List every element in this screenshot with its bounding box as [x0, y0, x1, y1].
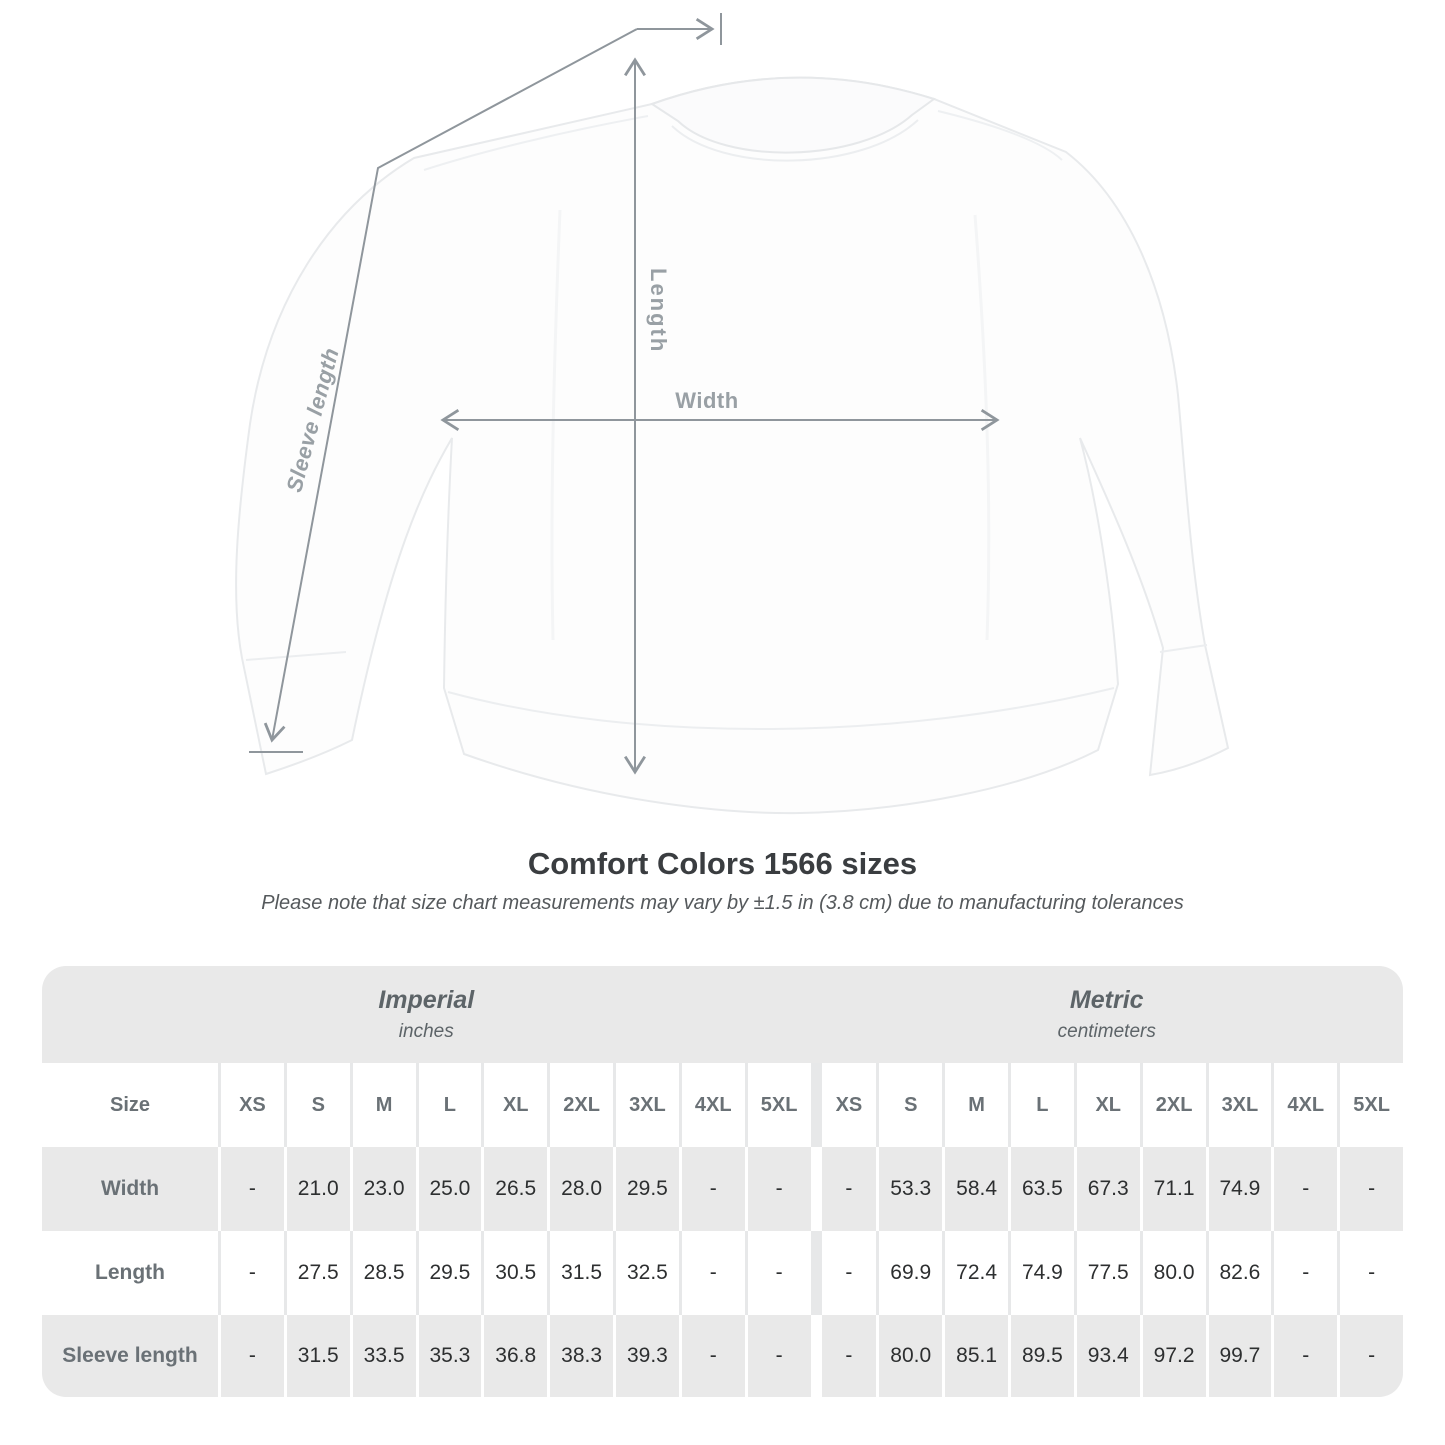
row-label: Width	[42, 1147, 218, 1231]
sleeve-imperial-value: 33.5	[349, 1315, 416, 1397]
length-metric-value: 82.6	[1205, 1231, 1272, 1315]
row-label: Sleeve length	[42, 1315, 218, 1397]
metric-title: Metric	[1069, 985, 1144, 1014]
width-metric-value: 71.1	[1139, 1147, 1206, 1231]
imperial-size-header: 4XL	[678, 1063, 745, 1147]
sweatshirt-body	[235, 76, 1230, 815]
length-metric-value: -	[1271, 1231, 1338, 1315]
sweatshirt-illustration	[235, 13, 1230, 815]
width-metric-value: -	[810, 1147, 877, 1231]
sleeve-imperial-value: 39.3	[613, 1315, 679, 1397]
metric-size-header: 2XL	[1139, 1063, 1206, 1147]
sleeve-imperial-value: 38.3	[547, 1315, 613, 1397]
sleeve-imperial-value: 31.5	[283, 1315, 350, 1397]
sleeve-metric-value: 97.2	[1139, 1315, 1206, 1397]
page-title: Comfort Colors 1566 sizes	[527, 846, 918, 881]
length-metric-value: 77.5	[1073, 1231, 1140, 1315]
width-imperial-value: -	[744, 1147, 811, 1231]
length-metric-value: 69.9	[876, 1231, 943, 1315]
sleeve-imperial-value: -	[744, 1315, 811, 1397]
row-label: Length	[42, 1231, 218, 1315]
imperial-unit: inches	[398, 1021, 454, 1043]
imperial-title: Imperial	[378, 985, 475, 1014]
sleeve-metric-value: 99.7	[1205, 1315, 1272, 1397]
width-metric-value: 67.3	[1073, 1147, 1140, 1231]
length-imperial-value: 29.5	[415, 1231, 482, 1315]
width-label: Width	[675, 388, 739, 413]
sleeve-imperial-value: 35.3	[415, 1315, 482, 1397]
metric-band: Metric centimeters	[810, 966, 1403, 1063]
metric-size-header: M	[942, 1063, 1008, 1147]
sleeve-imperial-value: -	[678, 1315, 745, 1397]
imperial-size-header: 2XL	[547, 1063, 613, 1147]
sleeve-metric-value: 89.5	[1008, 1315, 1074, 1397]
width-imperial-value: 23.0	[349, 1147, 416, 1231]
width-metric-value: 63.5	[1008, 1147, 1074, 1231]
width-imperial-value: -	[678, 1147, 745, 1231]
length-metric-value: 72.4	[942, 1231, 1008, 1315]
width-imperial-value: 28.0	[547, 1147, 613, 1231]
width-imperial-value: 26.5	[481, 1147, 548, 1231]
imperial-size-header: 3XL	[613, 1063, 679, 1147]
imperial-size-header: XS	[218, 1063, 284, 1147]
width-imperial-value: 29.5	[613, 1147, 679, 1231]
imperial-band: Imperial inches	[42, 966, 811, 1063]
tolerance-note: Please note that size chart measurements…	[261, 892, 1184, 914]
sleeve-metric-value: -	[810, 1315, 877, 1397]
width-metric-value: 74.9	[1205, 1147, 1272, 1231]
metric-size-header: L	[1008, 1063, 1074, 1147]
length-imperial-value: 31.5	[547, 1231, 613, 1315]
length-imperial-value: 27.5	[283, 1231, 350, 1315]
length-label: Length	[646, 268, 671, 354]
size-table: Imperial inches Metric centimeters Size …	[42, 966, 1403, 1397]
metric-size-header: XS	[810, 1063, 877, 1147]
metric-unit: centimeters	[1057, 1021, 1156, 1043]
length-imperial-value: -	[678, 1231, 745, 1315]
sleeve-metric-value: 93.4	[1073, 1315, 1140, 1397]
imperial-size-header: L	[415, 1063, 482, 1147]
metric-size-header: 5XL	[1337, 1063, 1403, 1147]
length-metric-value: -	[810, 1231, 877, 1315]
sleeve-metric-value: 85.1	[942, 1315, 1008, 1397]
metric-size-header: 3XL	[1205, 1063, 1272, 1147]
imperial-size-header: 5XL	[744, 1063, 811, 1147]
width-metric-value: -	[1337, 1147, 1403, 1231]
width-metric-value: 58.4	[942, 1147, 1008, 1231]
metric-size-header: S	[876, 1063, 943, 1147]
width-imperial-value: 25.0	[415, 1147, 482, 1231]
imperial-size-header: XL	[481, 1063, 548, 1147]
length-imperial-value: 32.5	[613, 1231, 679, 1315]
sleeve-metric-value: 80.0	[876, 1315, 943, 1397]
length-imperial-value: 30.5	[481, 1231, 548, 1315]
sleeve-metric-value: -	[1271, 1315, 1338, 1397]
sleeve-imperial-value: -	[218, 1315, 284, 1397]
width-metric-value: -	[1271, 1147, 1338, 1231]
length-imperial-value: -	[218, 1231, 284, 1315]
metric-size-header: 4XL	[1271, 1063, 1338, 1147]
measurement-lines	[249, 13, 1000, 775]
sleeve-length-line	[263, 28, 638, 743]
imperial-size-header: S	[283, 1063, 350, 1147]
metric-size-header: XL	[1073, 1063, 1140, 1147]
width-metric-value: 53.3	[876, 1147, 943, 1231]
length-metric-value: -	[1337, 1231, 1403, 1315]
length-imperial-value: 28.5	[349, 1231, 416, 1315]
width-imperial-value: -	[218, 1147, 284, 1231]
imperial-size-header: M	[349, 1063, 416, 1147]
sleeve-metric-value: -	[1337, 1315, 1403, 1397]
sleeve-imperial-value: 36.8	[481, 1315, 548, 1397]
size-corner-header: Size	[42, 1063, 218, 1147]
length-imperial-value: -	[744, 1231, 811, 1315]
length-metric-value: 80.0	[1139, 1231, 1206, 1315]
length-metric-value: 74.9	[1008, 1231, 1074, 1315]
width-imperial-value: 21.0	[283, 1147, 350, 1231]
